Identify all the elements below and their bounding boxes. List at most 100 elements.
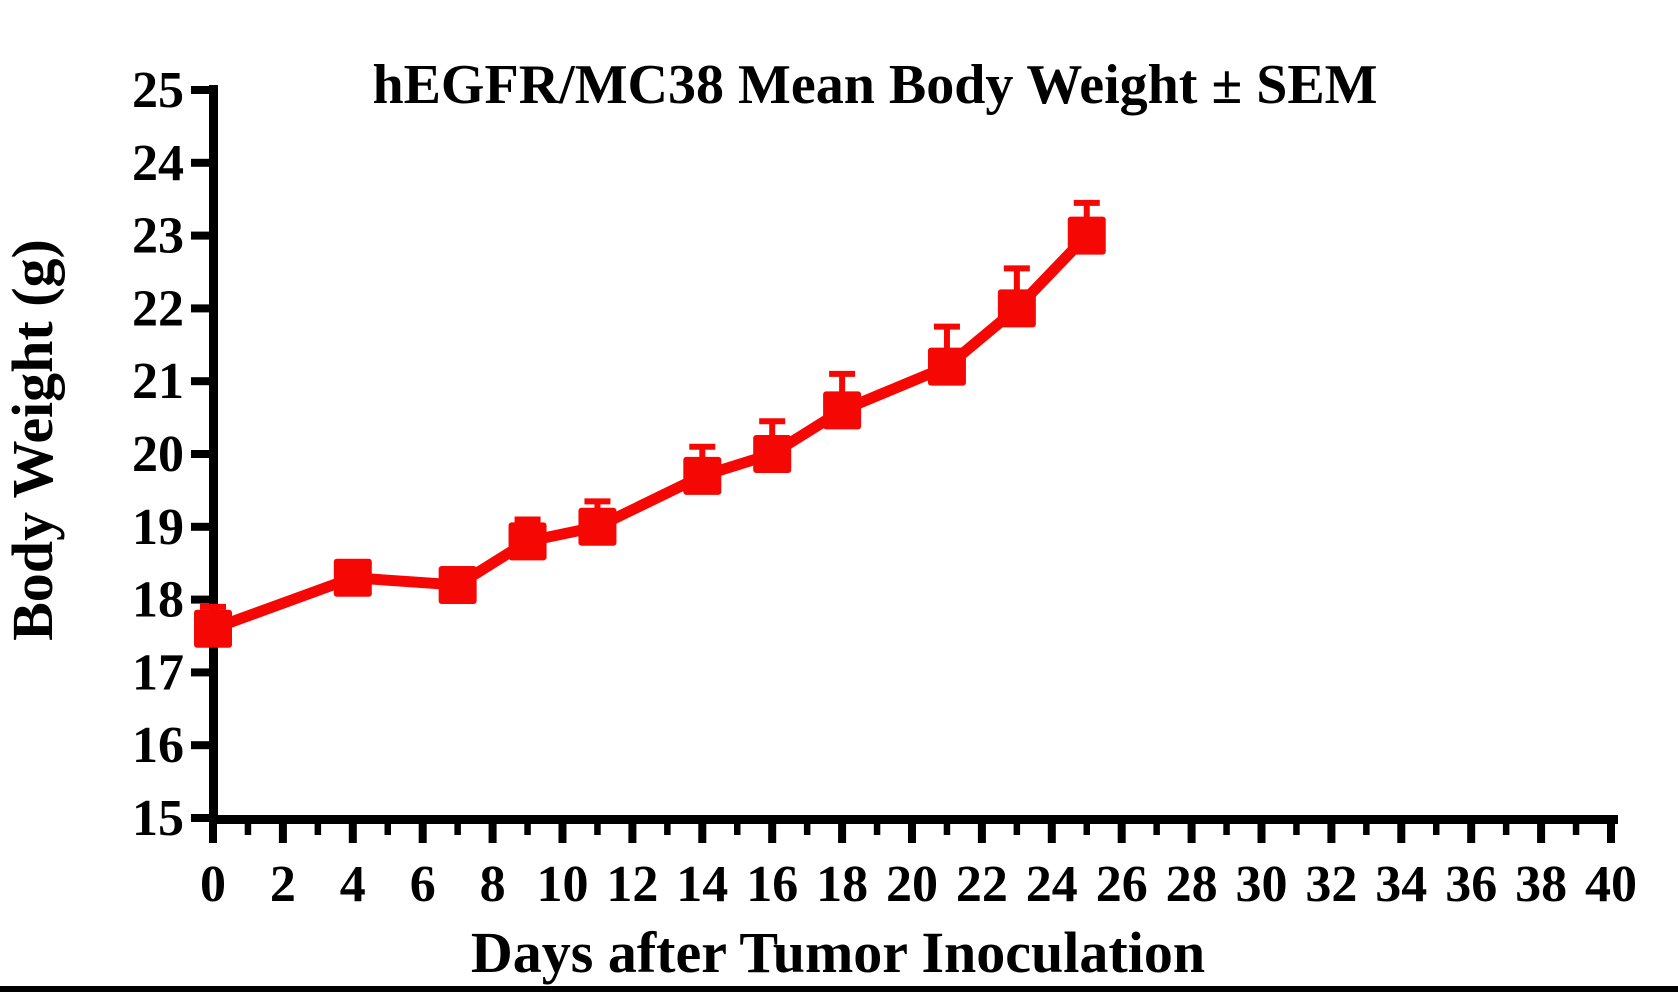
x-tick-label: 34 (1375, 856, 1427, 913)
y-tick-label: 21 (132, 353, 184, 410)
x-major-tick-mark (1607, 824, 1615, 843)
x-minor-tick-mark (803, 824, 811, 835)
x-minor-tick-mark (314, 824, 322, 835)
y-axis-line (209, 85, 218, 823)
data-point-marker (333, 558, 372, 597)
x-minor-tick-mark (1083, 824, 1090, 835)
x-tick-label: 30 (1236, 856, 1288, 913)
x-axis-title: Days after Tumor Inoculation (471, 920, 1205, 985)
y-tick-label: 17 (132, 644, 184, 701)
x-tick-label: 6 (410, 856, 436, 913)
x-major-tick-mark (1047, 824, 1056, 843)
series-markers (194, 216, 1106, 648)
y-tick-mark (191, 814, 209, 822)
x-major-tick-mark (1397, 824, 1406, 843)
axes (209, 85, 1618, 824)
x-major-tick-mark (558, 824, 567, 843)
y-tick-label: 25 (132, 62, 184, 119)
data-point-marker (1067, 216, 1106, 255)
x-minor-tick-mark (943, 824, 951, 835)
x-major-tick-mark (838, 824, 847, 843)
y-tick-label: 15 (132, 790, 184, 847)
x-tick-label: 10 (537, 856, 589, 913)
data-point-marker (578, 507, 617, 546)
x-minor-tick-mark (734, 824, 741, 835)
x-minor-tick-mark (384, 824, 391, 835)
y-tick-mark (191, 304, 209, 313)
y-tick-label: 22 (132, 280, 184, 337)
y-tick-mark (191, 377, 209, 386)
x-minor-tick-mark (454, 824, 461, 835)
x-minor-tick-mark (1223, 824, 1230, 835)
x-tick-label: 8 (480, 856, 506, 913)
data-point-marker (753, 435, 792, 473)
x-major-tick-mark (1537, 824, 1546, 843)
x-axis-line (209, 815, 1618, 824)
x-minor-tick-mark (1153, 824, 1160, 835)
x-major-tick-mark (209, 824, 217, 843)
data-point-marker (194, 609, 232, 648)
x-minor-tick-mark (524, 824, 531, 835)
x-tick-label: 28 (1166, 856, 1218, 913)
x-minor-tick-mark (244, 824, 252, 835)
y-tick-label: 18 (132, 572, 184, 629)
x-major-tick-mark (278, 824, 287, 843)
x-minor-tick-mark (1572, 824, 1580, 835)
x-axis-ticks (209, 824, 1615, 843)
x-tick-label: 2 (270, 856, 296, 913)
x-major-tick-mark (488, 824, 497, 843)
x-minor-tick-mark (664, 824, 671, 835)
data-point-marker (508, 522, 547, 561)
x-tick-label: 0 (200, 856, 226, 913)
x-minor-tick-mark (594, 824, 601, 835)
y-tick-mark (191, 595, 209, 604)
y-tick-label: 16 (132, 717, 184, 774)
x-tick-label: 18 (816, 856, 868, 913)
chart-title: hEGFR/MC38 Mean Body Weight ± SEM (372, 54, 1377, 116)
data-series-body-weight (194, 199, 1106, 648)
data-point-marker (927, 347, 966, 386)
x-major-tick-mark (1117, 824, 1126, 843)
x-tick-label: 20 (886, 856, 938, 913)
x-minor-tick-mark (1293, 824, 1300, 835)
x-major-tick-mark (768, 824, 777, 843)
y-tick-mark (191, 86, 209, 94)
x-major-tick-mark (908, 824, 916, 843)
x-tick-label: 24 (1026, 856, 1078, 913)
x-major-tick-mark (628, 824, 637, 843)
x-major-tick-mark (1327, 824, 1336, 843)
x-major-tick-mark (1467, 824, 1476, 843)
y-tick-mark (191, 668, 209, 677)
x-tick-label: 36 (1445, 856, 1497, 913)
y-tick-label: 19 (132, 499, 184, 556)
x-minor-tick-mark (1433, 824, 1440, 835)
x-tick-label: 16 (746, 856, 798, 913)
x-minor-tick-mark (1013, 824, 1021, 835)
y-tick-mark (191, 450, 209, 458)
x-minor-tick-mark (1363, 824, 1370, 835)
x-major-tick-mark (698, 824, 707, 843)
y-axis-tick-labels: 15 16 17 18 19 20 21 22 23 24 25 (132, 62, 184, 847)
x-tick-label: 12 (606, 856, 658, 913)
data-point-marker (823, 391, 862, 430)
bottom-border-rule (0, 986, 1678, 992)
data-point-marker (438, 566, 477, 605)
x-tick-label: 14 (676, 856, 728, 913)
y-tick-label: 23 (132, 208, 184, 265)
y-tick-mark (191, 231, 209, 240)
x-minor-tick-mark (1502, 824, 1510, 835)
x-major-tick-mark (1257, 824, 1266, 843)
x-major-tick-mark (1187, 824, 1196, 843)
y-tick-mark (191, 741, 209, 750)
data-point-marker (997, 289, 1036, 328)
x-axis-tick-labels: 0 2 4 6 8 10 12 14 16 18 20 22 24 26 28 30 32 34 36 38 40 (200, 856, 1637, 913)
y-axis-title: Body Weight (g) (0, 239, 65, 641)
y-tick-mark (191, 522, 209, 531)
y-tick-mark (191, 158, 209, 167)
x-tick-label: 22 (956, 856, 1008, 913)
y-tick-label: 24 (132, 135, 184, 192)
y-tick-label: 20 (132, 426, 184, 483)
x-tick-label: 26 (1096, 856, 1148, 913)
x-minor-tick-mark (873, 824, 881, 835)
